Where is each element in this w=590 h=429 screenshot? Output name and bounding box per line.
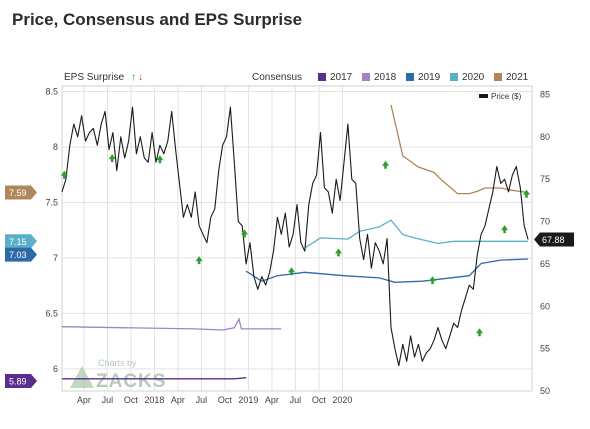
zacks-watermark: Charts by ZACKS bbox=[70, 358, 166, 392]
price-legend-swatch bbox=[479, 94, 488, 98]
eps-tick-label: 6 bbox=[53, 364, 58, 374]
eps-up-icon: ↑ bbox=[131, 72, 136, 83]
price-tick-label: 75 bbox=[540, 174, 550, 184]
legend-year-2020: 2020 bbox=[462, 72, 485, 83]
price-tick-label: 55 bbox=[540, 344, 550, 354]
eps-tick-label: 7 bbox=[53, 253, 58, 263]
eps-surprise-marker bbox=[382, 160, 390, 169]
x-tick-label: Oct bbox=[312, 395, 327, 405]
eps-surprise-marker bbox=[288, 267, 296, 276]
price-badge-label: 67.88 bbox=[542, 235, 565, 245]
legend-year-2019: 2019 bbox=[418, 72, 441, 83]
legend-swatch-2021 bbox=[494, 73, 502, 81]
watermark-charts-by: Charts by bbox=[98, 358, 137, 368]
price-legend: Price ($) bbox=[479, 92, 522, 101]
x-tick-label: Apr bbox=[171, 395, 185, 405]
legend-year-2017: 2017 bbox=[330, 72, 353, 83]
consensus-lines bbox=[61, 104, 529, 380]
price-tick-label: 50 bbox=[540, 386, 550, 396]
consensus-line-2021 bbox=[390, 104, 529, 195]
eps-surprise-marker bbox=[335, 248, 343, 257]
eps-badge-label: 7.15 bbox=[9, 237, 27, 247]
x-tick-label: 2020 bbox=[332, 395, 352, 405]
x-tick-label: 2019 bbox=[238, 395, 258, 405]
eps-badge bbox=[5, 234, 37, 249]
eps-badge-label: 7.03 bbox=[9, 250, 27, 260]
legend-year-2018: 2018 bbox=[374, 72, 397, 83]
legend-swatch-2017 bbox=[318, 73, 326, 81]
consensus-line-2020 bbox=[304, 219, 529, 249]
eps-surprise-marker bbox=[523, 189, 531, 198]
x-tick-label: Oct bbox=[124, 395, 139, 405]
consensus-line-2017 bbox=[62, 377, 247, 380]
right-price-axis: 85 80 75 70 65 60 55 50 bbox=[540, 89, 550, 396]
x-axis: Apr Jul Oct 2018 Apr Jul Oct 2019 Apr Jul Oct 2020 bbox=[77, 395, 353, 405]
price-tick-label: 60 bbox=[540, 301, 550, 311]
plot-area bbox=[61, 85, 533, 392]
consensus-legend-label: Consensus bbox=[252, 72, 302, 83]
x-tick-label: 2018 bbox=[144, 395, 164, 405]
eps-surprise-marker bbox=[108, 154, 116, 163]
price-legend-label: Price ($) bbox=[491, 92, 522, 101]
eps-surprise-markers bbox=[60, 154, 531, 337]
x-tick-label: Jul bbox=[102, 395, 114, 405]
price-tick-label: 80 bbox=[540, 132, 550, 142]
legend: EPS Surprise ↑ ↓ Consensus 2017 2018 2019 2… bbox=[64, 72, 529, 83]
value-badges: 7.59 7.15 7.03 5.89 67.88 bbox=[5, 185, 574, 389]
eps-surprise-legend-label: EPS Surprise bbox=[64, 72, 124, 83]
left-eps-axis: 8.5 8 7.5 7 6.5 6 bbox=[45, 87, 58, 374]
x-tick-label: Apr bbox=[265, 395, 279, 405]
x-tick-label: Jul bbox=[290, 395, 302, 405]
eps-badge-label: 5.89 bbox=[9, 377, 27, 387]
consensus-year-legend: 2017 2018 2019 2020 2021 bbox=[318, 72, 529, 83]
eps-surprise-marker bbox=[476, 328, 484, 337]
zacks-triangle-icon bbox=[70, 366, 94, 388]
eps-tick-label: 8.5 bbox=[45, 87, 58, 97]
gridlines bbox=[62, 86, 532, 391]
eps-surprise-marker bbox=[501, 225, 509, 234]
consensus-line-2019 bbox=[245, 258, 529, 283]
consensus-line-2018 bbox=[61, 317, 282, 331]
legend-swatch-2019 bbox=[406, 73, 414, 81]
eps-tick-label: 8 bbox=[53, 142, 58, 152]
eps-tick-label: 7.5 bbox=[45, 197, 58, 207]
eps-badge bbox=[5, 374, 37, 389]
price-tick-label: 65 bbox=[540, 259, 550, 269]
x-tick-label: Oct bbox=[218, 395, 233, 405]
price-tick-label: 85 bbox=[540, 89, 550, 99]
eps-badge bbox=[5, 185, 37, 200]
x-tick-label: Apr bbox=[77, 395, 91, 405]
x-tick-label: Jul bbox=[196, 395, 208, 405]
page-title: Price, Consensus and EPS Surprise bbox=[12, 10, 303, 29]
eps-surprise-marker bbox=[60, 170, 68, 179]
legend-year-2021: 2021 bbox=[506, 72, 529, 83]
price-line bbox=[61, 106, 529, 367]
price-tick-label: 70 bbox=[540, 217, 550, 227]
price-badge bbox=[534, 232, 574, 247]
legend-swatch-2020 bbox=[450, 73, 458, 81]
eps-badge bbox=[5, 247, 37, 262]
legend-swatch-2018 bbox=[362, 73, 370, 81]
eps-down-icon: ↓ bbox=[138, 72, 143, 83]
eps-tick-label: 6.5 bbox=[45, 308, 58, 318]
eps-surprise-marker bbox=[429, 276, 437, 285]
eps-surprise-marker bbox=[195, 256, 203, 265]
price-series-line bbox=[61, 106, 529, 367]
watermark-zacks: ZACKS bbox=[96, 371, 166, 392]
eps-surprise-marker bbox=[241, 229, 249, 238]
eps-badge-label: 7.59 bbox=[9, 188, 27, 198]
eps-surprise-marker bbox=[156, 155, 164, 164]
